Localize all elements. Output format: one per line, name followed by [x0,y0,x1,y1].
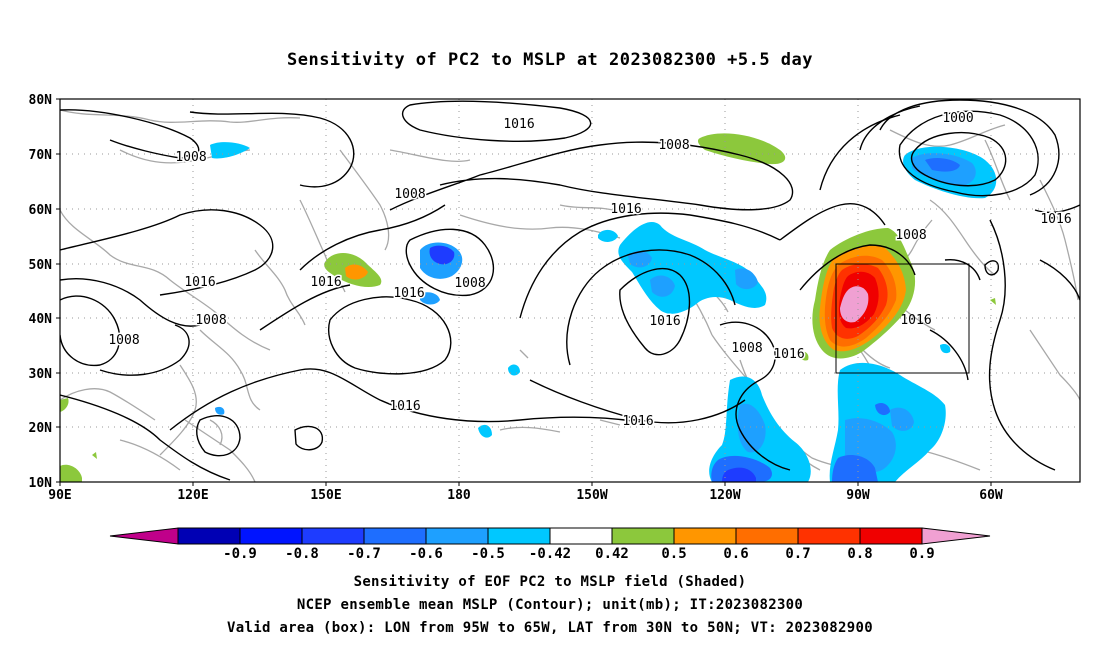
colorbar-segment [487,527,551,545]
lat-label: 10N [29,476,53,491]
colorbar-tick-label: 0.5 [661,546,686,562]
contour-label: 1016 [1040,212,1071,227]
contour-label: 1008 [731,341,762,356]
contour-label: 1016 [310,275,341,290]
contour-label: 1000 [942,111,973,126]
longitude-labels: 90E 120E 150E 180 150W 120W 90W 60W [48,488,1003,503]
caption-shading: Sensitivity of EOF PC2 to MSLP field (Sh… [353,574,747,590]
contour-label: 1008 [195,313,226,328]
lat-label: 20N [29,421,53,436]
colorbar-tick-label: 0.42 [595,546,629,562]
colorbar-tick-label: -0.7 [347,546,381,562]
colorbar-segment [239,527,303,545]
contour-label: 1016 [900,313,931,328]
lat-label: 50N [29,258,53,273]
colorbar-segment [797,527,861,545]
colorbar-segment [177,527,241,545]
lon-label: 120E [177,488,208,503]
negative-sensitivity-shading [210,142,997,482]
contour-label: 1016 [184,275,215,290]
colorbar-tick-labels: -0.9 -0.8 -0.7 -0.6 -0.5 -0.42 0.42 0.5 0.6 0.7 0.… [223,546,935,562]
colorbar-tick-label: -0.6 [409,546,443,562]
contour-labels: 1016 1008 1008 1000 1008 1016 1016 1016 … [107,110,1073,431]
lon-label: 90W [846,488,870,503]
contour-label: 1008 [658,138,689,153]
colorbar-segment [549,527,613,545]
caption-contour: NCEP ensemble mean MSLP (Contour); unit(… [296,597,804,613]
contour-label: 1008 [454,276,485,291]
colorbar-tick-label: 0.6 [723,546,748,562]
contour-label: 1016 [393,286,424,301]
map-title: Sensitivity of PC2 to MSLP at 2023082300… [286,50,813,70]
lon-label: 90E [48,488,71,503]
lat-label: 80N [29,93,53,108]
contour-label: 1008 [895,228,926,243]
colorbar-segment [673,527,737,545]
colorbar-tick-label: -0.5 [471,546,505,562]
lon-label: 150E [310,488,341,503]
colorbar-segment [301,527,365,545]
contour-label: 1016 [1040,212,1071,227]
lat-label: 40N [29,312,53,327]
map-plot-area [60,99,1080,482]
lat-label: 70N [29,148,53,163]
colorbar-tick-label: -0.8 [285,546,319,562]
lon-label: 150W [576,488,607,503]
colorbar [109,527,991,545]
colorbar-tick-label: 0.7 [785,546,810,562]
contour-label: 1008 [394,187,425,202]
colorbar-max-arrow [921,527,991,545]
contour-label: 1016 [649,314,680,329]
contour-label: 1016 [622,414,653,429]
valid-area-box [835,263,970,374]
positive-sensitivity-shading [60,133,996,482]
caption-valid-area: Valid area (box): LON from 95W to 65W, L… [227,620,873,636]
colorbar-segment [425,527,489,545]
lon-label: 120W [709,488,740,503]
colorbar-min-arrow [109,527,179,545]
latitude-labels: 80N 70N 60N 50N 40N 30N 20N 10N [29,93,53,491]
contour-label: 1016 [389,399,420,414]
plot-frame [59,98,1081,483]
colorbar-segment [363,527,427,545]
colorbar-segment [611,527,675,545]
contour-label: 1016 [773,347,804,362]
contour-label: 1016 [610,202,641,217]
lat-label: 30N [29,367,53,382]
colorbar-tick-label: 0.8 [847,546,872,562]
contour-label: 1008 [108,333,139,348]
colorbar-tick-label: 0.9 [909,546,934,562]
lon-label: 60W [979,488,1003,503]
contour-label: 1008 [175,150,206,165]
colorbar-tick-label: -0.42 [529,546,571,562]
lat-label: 60N [29,203,53,218]
colorbar-segment [735,527,799,545]
lon-label: 180 [447,488,471,503]
axis-ticks [56,98,992,486]
contour-label: 1016 [503,117,534,132]
mslp-contours [60,99,1080,481]
colorbar-segment [859,527,923,545]
colorbar-tick-label: -0.9 [223,546,257,562]
